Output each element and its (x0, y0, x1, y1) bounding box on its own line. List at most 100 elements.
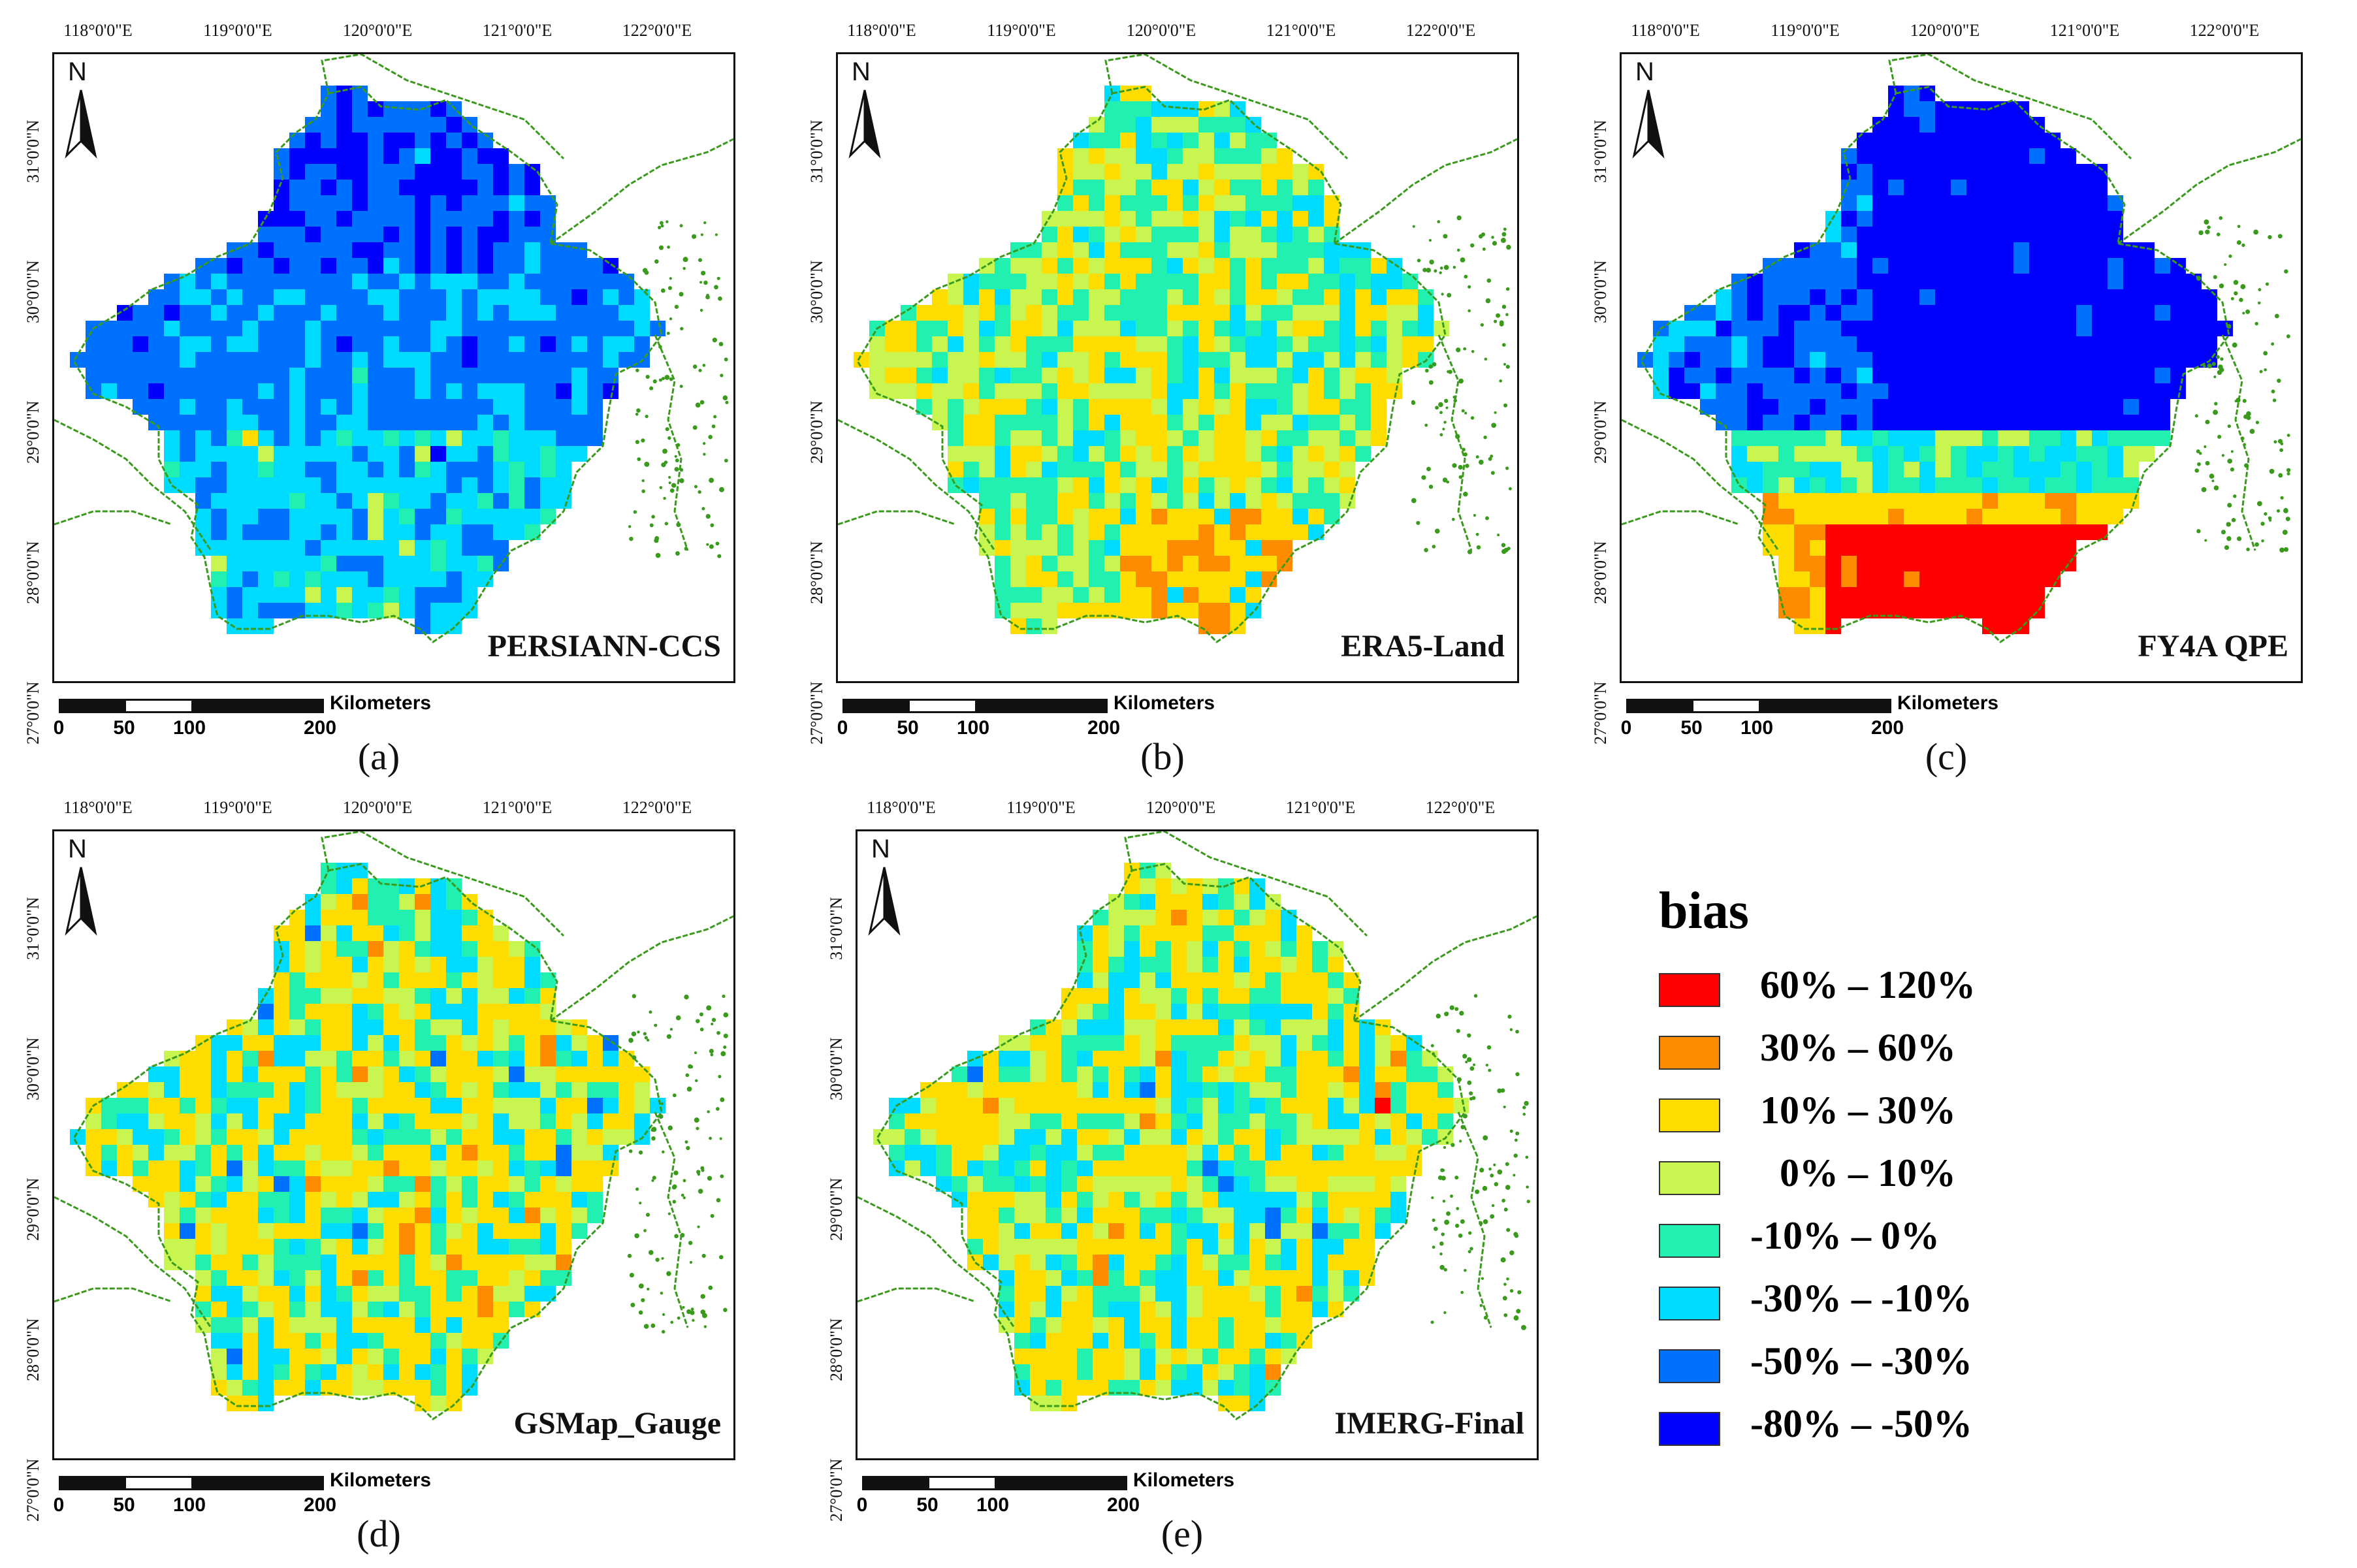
bias-cell (1093, 972, 1108, 988)
bias-cell (1187, 1255, 1202, 1270)
island-dot (1513, 1315, 1519, 1321)
bias-cell (1234, 1223, 1249, 1239)
bias-cell (1857, 556, 1872, 571)
bias-cell (383, 305, 399, 321)
bias-cell (1402, 289, 1418, 305)
bias-cell (180, 1255, 195, 1270)
bias-cell (916, 368, 932, 383)
island-dot (702, 364, 706, 367)
bias-cell (2076, 180, 2092, 195)
bias-cell (885, 352, 901, 368)
bias-cell (399, 274, 415, 289)
bias-cell (603, 1082, 618, 1098)
bias-cell (1265, 1082, 1281, 1098)
bias-cell (1402, 305, 1418, 321)
bias-cell (321, 305, 336, 321)
bias-cell (1073, 148, 1089, 164)
bias-cell (1187, 1208, 1202, 1223)
bias-cell (571, 1176, 587, 1192)
bias-cell (1061, 1364, 1077, 1380)
bias-cell (477, 1192, 493, 1208)
bias-cell (274, 321, 289, 336)
bias-cell (383, 571, 399, 587)
island-dot (2214, 402, 2218, 406)
bias-cell (1919, 368, 1935, 383)
bias-cell (1140, 910, 1155, 925)
bias-cell (399, 1364, 415, 1380)
bias-cell (1716, 383, 1731, 399)
bias-cell (1046, 1192, 1061, 1208)
island-dot (2246, 411, 2251, 417)
bias-cell (1171, 910, 1187, 925)
bias-cell (1281, 941, 1296, 957)
bias-cell (227, 1051, 242, 1066)
island-dot (1465, 1061, 1468, 1064)
bias-cell (1888, 477, 1904, 493)
bias-cell (477, 368, 493, 383)
bias-cell (1245, 352, 1261, 368)
latitude-label: 31°0'0"N (24, 897, 42, 960)
bias-cell (1183, 195, 1198, 211)
bias-cell (1716, 336, 1731, 352)
map-label: FY4A QPE (2138, 629, 2288, 664)
bias-cell (1857, 227, 1872, 242)
bias-cell (1230, 399, 1245, 415)
bias-cell (1104, 195, 1120, 211)
bias-cell (1359, 1239, 1375, 1255)
island-dot (2196, 276, 2202, 281)
bias-cell (1700, 321, 1716, 336)
bias-cell (1872, 446, 1888, 462)
bias-cell (258, 603, 274, 618)
bias-cell (1935, 133, 1951, 148)
bias-cell (1151, 399, 1167, 415)
bias-cell (571, 336, 587, 352)
bias-cell (336, 894, 352, 910)
bias-cell (1151, 242, 1167, 258)
bias-cell (524, 1176, 540, 1192)
bias-cell (1030, 1176, 1046, 1192)
bias-cell (1292, 352, 1308, 368)
bias-cell (524, 1255, 540, 1270)
bias-cell (1343, 1255, 1359, 1270)
bias-cell (180, 1129, 195, 1145)
longitude-label: 121°0'0"E (482, 798, 553, 817)
scale-bar (1626, 699, 1891, 713)
bias-cell (1198, 571, 1214, 587)
bias-cell (1281, 1176, 1296, 1192)
island-dot (703, 441, 706, 445)
latitude-label: 30°0'0"N (1591, 260, 1610, 323)
bias-cell (1014, 1317, 1030, 1333)
scale-unit-label: Kilometers (1114, 692, 1215, 714)
bias-cell (462, 603, 477, 618)
bias-cell (1857, 274, 1872, 289)
island-dot (720, 1097, 725, 1102)
bias-cell (1888, 540, 1904, 556)
bias-cell (1245, 524, 1261, 540)
bias-cell (2045, 352, 2060, 368)
bias-cell (889, 1129, 905, 1145)
bias-cell (1171, 1223, 1187, 1239)
bias-cell (1778, 571, 1794, 587)
island-dot (1471, 1096, 1476, 1100)
bias-cell (1155, 1239, 1171, 1255)
bias-cell (383, 321, 399, 336)
bias-cell (1136, 274, 1151, 289)
legend-label: -10% – 0% (1750, 1214, 1940, 1257)
bias-cell (383, 1051, 399, 1066)
bias-grid (838, 54, 1517, 643)
bias-cell (1312, 1255, 1328, 1270)
bias-cell (368, 164, 383, 180)
island-dot (722, 395, 728, 401)
longitude-label: 120°0'0"E (342, 21, 413, 40)
bias-cell (1198, 148, 1214, 164)
bias-cell (1375, 1145, 1390, 1160)
bias-cell (164, 1113, 180, 1129)
bias-cell (321, 133, 336, 148)
bias-cell (258, 1129, 274, 1145)
bias-cell (1089, 133, 1104, 148)
island-dot (1459, 1140, 1462, 1143)
bias-cell (352, 1051, 368, 1066)
island-dot (690, 1307, 694, 1311)
bias-cell (1763, 321, 1778, 336)
bias-cell (446, 540, 462, 556)
